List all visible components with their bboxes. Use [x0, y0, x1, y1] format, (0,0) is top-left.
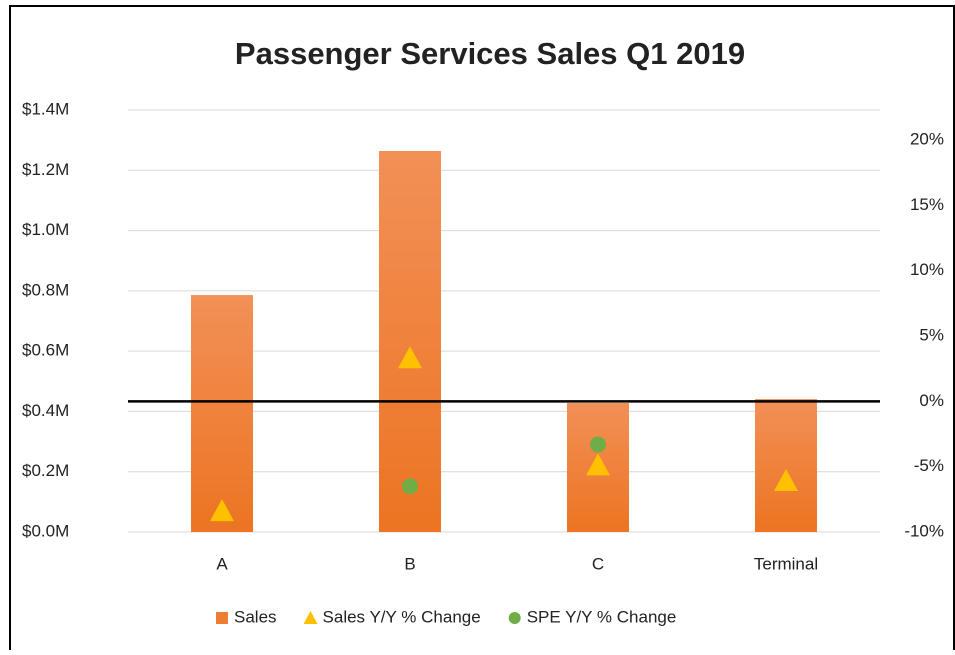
legend-swatch: [303, 611, 318, 624]
y2-tick-label: 10%: [910, 260, 944, 279]
y2-tick-label: -5%: [914, 456, 944, 475]
circle-marker: [590, 436, 606, 453]
x-tick-label: B: [404, 554, 415, 573]
chart-title: Passenger Services Sales Q1 2019: [235, 36, 745, 71]
y2-tick-label: 5%: [919, 326, 944, 345]
y-tick-label: $1.0M: [22, 220, 69, 239]
legend-swatch: [508, 612, 521, 624]
y2-tick-label: 0%: [919, 391, 944, 410]
y2-tick-label: 15%: [910, 195, 944, 214]
bar: [755, 399, 817, 532]
legend-label: Sales: [234, 607, 277, 626]
bar: [191, 295, 253, 532]
y-tick-label: $0.0M: [22, 521, 69, 540]
circle-marker: [402, 478, 418, 495]
y2-tick-label: -10%: [904, 521, 944, 540]
x-tick-label: Terminal: [754, 554, 818, 573]
chart-frame: [9, 5, 955, 655]
triangle-marker: [774, 469, 798, 492]
legend-label: Sales Y/Y % Change: [323, 607, 481, 626]
x-tick-label: C: [592, 554, 604, 573]
legend-swatch: [216, 612, 228, 624]
y-tick-label: $0.4M: [22, 401, 69, 420]
y-tick-label: $1.2M: [22, 160, 69, 179]
y-tick-label: $0.8M: [22, 280, 69, 299]
y-tick-label: $0.6M: [22, 341, 69, 360]
y-tick-label: $0.2M: [22, 461, 69, 480]
triangle-marker: [210, 499, 234, 522]
y2-tick-label: 20%: [910, 130, 944, 149]
bar: [379, 150, 441, 532]
y-tick-label: $1.4M: [22, 99, 69, 118]
legend-label: SPE Y/Y % Change: [527, 607, 677, 626]
triangle-marker: [586, 453, 610, 476]
x-tick-label: A: [216, 554, 228, 573]
triangle-marker: [398, 346, 422, 369]
